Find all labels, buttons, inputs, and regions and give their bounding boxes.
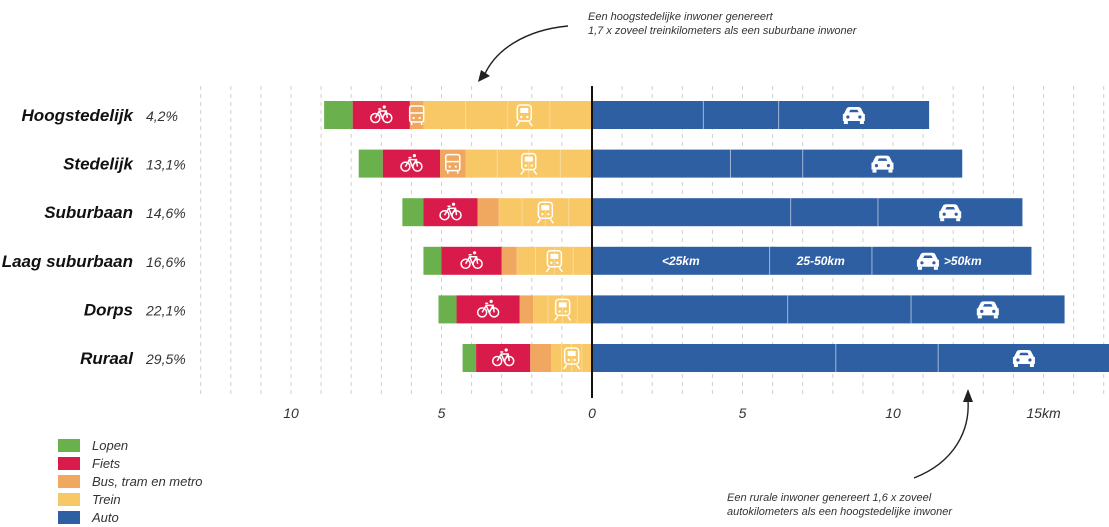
share-label: 14,6% xyxy=(146,205,186,221)
bar-segment-auto xyxy=(592,149,963,178)
annotation-auto-arrowhead xyxy=(963,389,973,402)
annotation-auto: Een rurale inwoner genereert 1,6 x zovee… xyxy=(727,389,973,518)
train-icon xyxy=(563,347,581,370)
annotation-train: Een hoogstedelijke inwoner genereert 1,7… xyxy=(478,11,858,82)
train-icon xyxy=(515,104,533,127)
x-axis-ticks: 10 5 0 5 10 15km xyxy=(283,405,1061,421)
legend-item: Auto xyxy=(58,508,203,526)
legend: Lopen Fiets Bus, tram en metro Trein Auto xyxy=(58,436,203,526)
category-label: Hoogstedelijk xyxy=(22,106,135,125)
x-tick-label: 15km xyxy=(1026,405,1061,421)
legend-item: Lopen xyxy=(58,436,203,454)
x-tick-label: 5 xyxy=(739,405,747,421)
annotation-train-arrow xyxy=(483,25,569,77)
bicycle-icon xyxy=(476,299,500,318)
legend-swatch xyxy=(58,510,80,524)
legend-swatch xyxy=(58,474,80,488)
bar-segment-lopen xyxy=(423,246,442,275)
x-tick-label: 0 xyxy=(588,405,596,421)
train-icon xyxy=(520,152,538,176)
share-label: 4,2% xyxy=(146,108,178,124)
bar-segment-auto xyxy=(592,246,1032,275)
legend-label: Fiets xyxy=(92,455,121,471)
legend-swatch xyxy=(58,492,80,506)
category-label: Suburbaan xyxy=(44,203,133,222)
x-tick-label: 5 xyxy=(438,405,446,421)
car-icon xyxy=(939,204,962,222)
bicycle-icon xyxy=(439,202,462,221)
annotation-train-line1: Een hoogstedelijke inwoner genereert xyxy=(588,11,774,23)
car-icon xyxy=(842,107,865,124)
bar-segment-lopen xyxy=(438,295,457,324)
category-label: Ruraal xyxy=(80,349,134,368)
bar-rows: <25km 25-50km >50km xyxy=(324,101,1109,372)
legend-item: Trein xyxy=(58,490,203,508)
category-label: Dorps xyxy=(84,300,133,319)
x-tick-label: 10 xyxy=(283,405,299,421)
bar-row: <25km 25-50km >50km xyxy=(423,246,1032,275)
train-icon xyxy=(536,201,554,224)
bar-row xyxy=(438,295,1065,324)
annotation-auto-line1: Een rurale inwoner genereert 1,6 x zovee… xyxy=(727,492,932,504)
bar-row xyxy=(358,149,963,178)
share-label: 13,1% xyxy=(146,157,186,173)
bicycle-icon xyxy=(491,348,515,367)
category-labels: Hoogstedelijk 4,2% Stedelijk 13,1% Suburbaan… xyxy=(2,106,186,368)
legend-label: Bus, tram en metro xyxy=(92,473,203,489)
bicycle-icon xyxy=(460,251,483,270)
legend-swatch xyxy=(58,456,80,470)
bus-icon xyxy=(408,105,425,125)
share-label: 22,1% xyxy=(145,302,186,318)
bar-segment-bus-tram-en-metro xyxy=(501,246,517,275)
annotation-train-line2: 1,7 x zoveel treinkilometers als een sub… xyxy=(588,25,858,37)
bar-segment-trein xyxy=(423,101,592,129)
annotation-train-arrowhead xyxy=(478,70,490,82)
legend-swatch xyxy=(58,438,80,452)
bar-segment-bus-tram-en-metro xyxy=(530,344,552,372)
category-label: Laag suburbaan xyxy=(2,252,133,271)
legend-label: Auto xyxy=(92,509,119,525)
auto-distance-label: <25km xyxy=(662,254,700,268)
car-icon xyxy=(871,155,894,173)
bar-row xyxy=(402,198,1023,227)
auto-distance-label: >50km xyxy=(944,254,982,268)
bar-segment-lopen xyxy=(402,198,424,227)
bicycle-icon xyxy=(370,105,393,124)
category-label: Stedelijk xyxy=(63,155,134,174)
train-icon xyxy=(545,250,563,273)
annotation-auto-line2: autokilometers als een hoogstedelijke in… xyxy=(727,506,953,518)
share-label: 29,5% xyxy=(145,351,186,367)
legend-label: Trein xyxy=(92,491,121,507)
car-icon xyxy=(1012,350,1035,367)
train-icon xyxy=(554,298,572,321)
legend-label: Lopen xyxy=(92,437,129,453)
bar-segment-bus-tram-en-metro xyxy=(439,149,466,178)
legend-item: Fiets xyxy=(58,454,203,472)
car-icon xyxy=(976,301,999,319)
share-label: 16,6% xyxy=(146,254,186,270)
bicycle-icon xyxy=(400,154,423,172)
bar-segment-lopen xyxy=(462,344,477,372)
x-tick-label: 10 xyxy=(885,405,901,421)
bar-segment-auto xyxy=(592,101,930,129)
auto-distance-label: 25-50km xyxy=(796,254,845,268)
bar-row xyxy=(462,344,1109,372)
legend-item: Bus, tram en metro xyxy=(58,472,203,490)
bar-row xyxy=(324,101,930,129)
bar-segment-lopen xyxy=(358,149,383,178)
bus-icon xyxy=(445,153,461,174)
annotation-auto-arrow xyxy=(913,399,969,479)
bar-segment-lopen xyxy=(324,101,353,129)
car-icon xyxy=(916,252,939,270)
bar-segment-bus-tram-en-metro xyxy=(477,198,499,227)
bar-segment-bus-tram-en-metro xyxy=(519,295,534,324)
